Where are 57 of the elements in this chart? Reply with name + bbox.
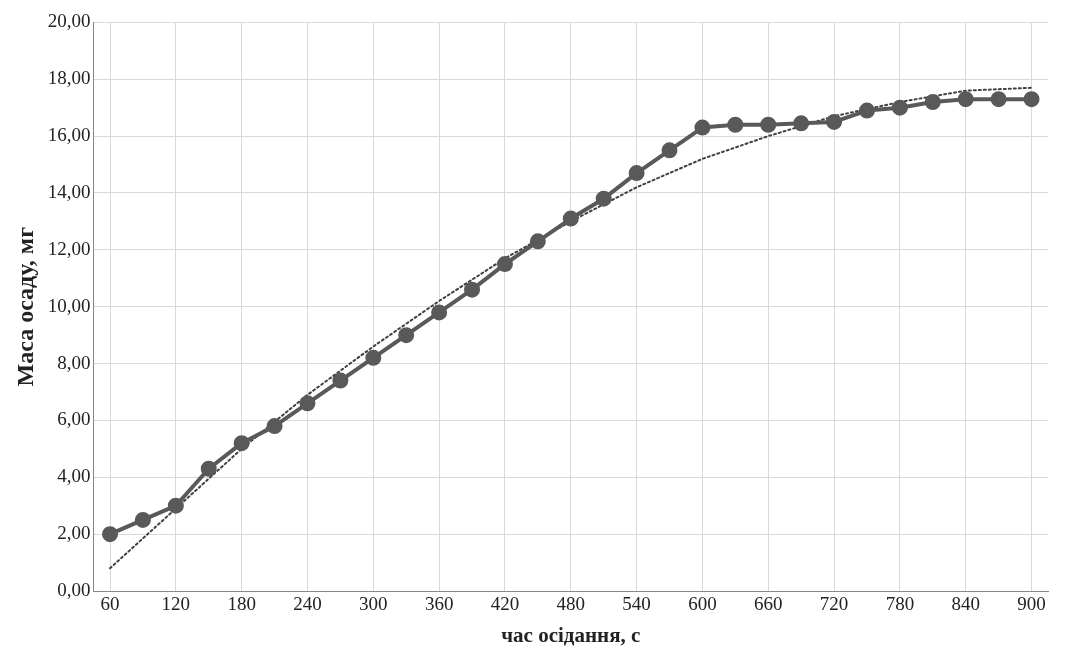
point: [332, 372, 349, 389]
point: [299, 395, 316, 412]
point: [595, 190, 612, 207]
x-tick-label: 720: [819, 593, 849, 615]
point: [496, 256, 513, 273]
point: [1023, 91, 1040, 108]
point: [200, 460, 217, 477]
point: [727, 116, 744, 133]
point: [398, 327, 415, 344]
point: [924, 94, 941, 110]
x-tick-label: 60: [100, 593, 120, 615]
point: [562, 210, 579, 227]
y-tick-label: 8,00: [57, 351, 91, 373]
y-tick-label: 18,00: [47, 67, 91, 89]
point: [826, 113, 843, 130]
y-tick-label: 6,00: [57, 408, 91, 430]
point: [134, 511, 151, 528]
x-tick-label: 180: [227, 593, 256, 615]
y-tick-label: 0,00: [57, 578, 91, 600]
x-tick-label: 480: [556, 593, 586, 615]
x-tick-label: 240: [293, 593, 322, 615]
x-tick-label: 840: [951, 593, 980, 615]
x-tick-label: 420: [490, 593, 520, 615]
point: [464, 281, 481, 298]
point: [233, 435, 250, 452]
x-tick-label: 120: [161, 593, 191, 615]
point: [365, 349, 382, 366]
x-tick-label: 780: [885, 593, 915, 615]
point: [167, 497, 184, 514]
x-tick-label: 300: [359, 593, 388, 615]
y-tick-label: 10,00: [47, 294, 91, 316]
x-tick-label: 600: [688, 593, 717, 615]
x-axis-title: час осідання, с: [501, 622, 641, 647]
point: [858, 102, 875, 119]
point: [694, 119, 711, 136]
x-tick-label: 360: [424, 593, 454, 615]
point: [628, 165, 645, 182]
y-tick-label: 20,00: [47, 10, 91, 32]
point: [957, 91, 974, 108]
point: [102, 526, 119, 543]
y-tick-label: 12,00: [47, 237, 91, 259]
point: [990, 91, 1007, 108]
y-tick-label: 16,00: [47, 124, 91, 146]
point: [431, 304, 448, 321]
point: [760, 116, 777, 133]
y-tick-label: 4,00: [57, 465, 91, 487]
point: [529, 233, 546, 250]
y-tick-label: 14,00: [47, 180, 91, 202]
y-tick-label: 2,00: [57, 522, 91, 544]
point: [661, 142, 678, 159]
point: [891, 99, 908, 116]
y-axis-title: Маса осаду, мг: [11, 226, 38, 387]
point: [266, 418, 283, 435]
x-tick-label: 900: [1017, 593, 1046, 615]
point: [793, 115, 810, 132]
x-tick-label: 660: [754, 593, 783, 615]
x-tick-label: 540: [622, 593, 651, 615]
